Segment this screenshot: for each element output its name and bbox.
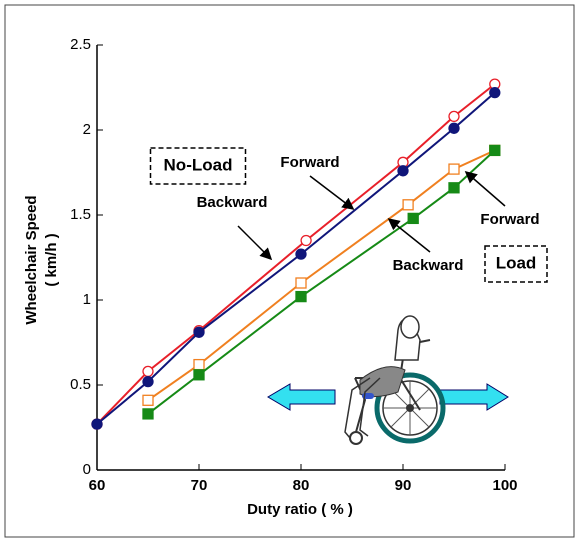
annotation: Load: [496, 253, 537, 272]
data-point: [142, 408, 154, 420]
y-tick-label: 1: [83, 291, 91, 308]
y-axis-label: Wheelchair Speed: [23, 195, 40, 324]
y-tick-label: 2.5: [70, 36, 91, 53]
y-tick-label: 0: [83, 461, 91, 478]
data-point: [407, 212, 419, 225]
data-point: [448, 122, 460, 134]
data-point: [295, 290, 307, 303]
series-line: [147, 149, 496, 402]
annotation-arrow: [387, 218, 431, 253]
annotation: Backward: [393, 257, 464, 274]
data-point: [448, 110, 460, 123]
annotation: Backward: [197, 194, 268, 211]
wheelchair-illustration: [267, 315, 509, 445]
data-point: [142, 394, 154, 406]
annotation-arrow: [464, 171, 506, 207]
x-axis-label: Duty ratio ( % ): [247, 501, 353, 518]
annotation: Forward: [480, 211, 539, 228]
frame: [4, 4, 575, 538]
data-point: [448, 163, 460, 175]
annotation: Forward: [280, 154, 339, 171]
y-axis-unit: ( km/h ): [43, 233, 60, 286]
series-line: [147, 149, 496, 415]
x-tick-label: 60: [89, 477, 106, 494]
annotation-arrow: [309, 175, 355, 210]
data-point: [142, 375, 154, 388]
data-point: [193, 369, 205, 381]
y-tick-label: 0.5: [70, 376, 91, 393]
data-point: [91, 418, 103, 430]
annotation-arrow: [237, 225, 273, 261]
annotation: No-Load: [164, 155, 233, 174]
data-point: [300, 234, 312, 247]
annotation-box: [484, 245, 548, 283]
annotation-box: [149, 147, 247, 185]
data-point: [142, 365, 154, 378]
x-tick-label: 100: [492, 477, 517, 494]
y-tick-label: 1.5: [70, 206, 91, 223]
data-point: [193, 326, 205, 338]
x-tick-label: 80: [293, 477, 310, 494]
data-point: [397, 165, 409, 177]
x-tick-label: 70: [191, 477, 208, 494]
data-point: [193, 358, 205, 371]
data-point: [489, 144, 501, 157]
x-tick-label: 90: [395, 477, 412, 494]
data-point: [295, 277, 307, 289]
data-point: [402, 199, 414, 211]
data-point: [295, 248, 307, 260]
y-tick-label: 2: [83, 121, 91, 138]
data-point: [489, 86, 501, 99]
data-point: [448, 182, 460, 194]
